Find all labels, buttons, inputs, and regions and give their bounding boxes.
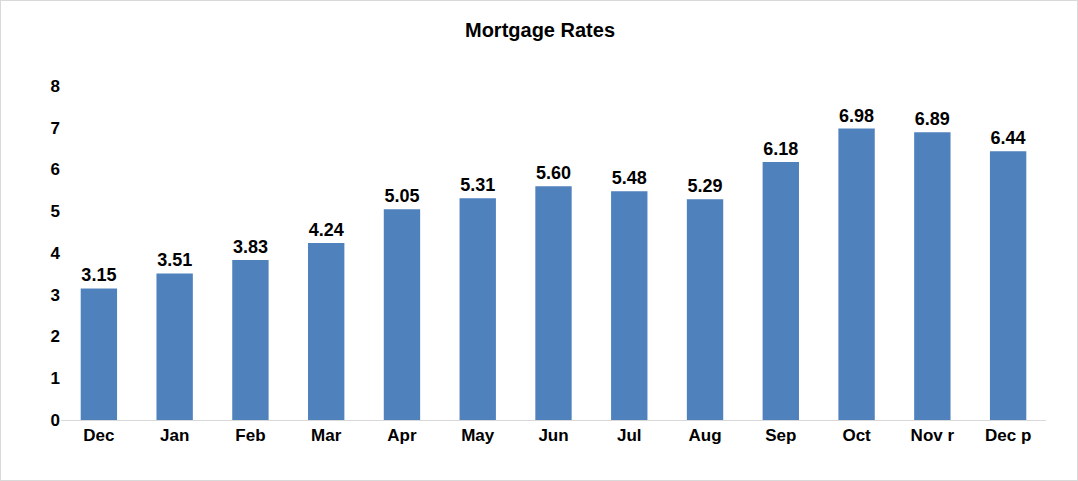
svg-text:0: 0 bbox=[51, 411, 60, 430]
svg-text:6.18: 6.18 bbox=[763, 139, 798, 159]
svg-text:Dec: Dec bbox=[83, 426, 114, 445]
svg-text:3.15: 3.15 bbox=[81, 265, 116, 285]
svg-text:1: 1 bbox=[51, 369, 60, 388]
svg-text:Jul: Jul bbox=[617, 426, 642, 445]
svg-text:5.29: 5.29 bbox=[688, 176, 723, 196]
svg-text:6.44: 6.44 bbox=[991, 128, 1026, 148]
svg-text:Nov r: Nov r bbox=[911, 426, 955, 445]
svg-text:Apr: Apr bbox=[387, 426, 417, 445]
svg-text:5: 5 bbox=[51, 202, 60, 221]
svg-text:Feb: Feb bbox=[235, 426, 265, 445]
svg-text:Oct: Oct bbox=[842, 426, 871, 445]
svg-text:5.60: 5.60 bbox=[536, 163, 571, 183]
svg-text:Sep: Sep bbox=[765, 426, 796, 445]
svg-text:3.51: 3.51 bbox=[157, 250, 192, 270]
svg-text:2: 2 bbox=[51, 327, 60, 346]
svg-text:Aug: Aug bbox=[689, 426, 722, 445]
svg-text:8: 8 bbox=[51, 77, 60, 96]
svg-text:6.98: 6.98 bbox=[839, 106, 874, 126]
svg-text:4: 4 bbox=[51, 244, 61, 263]
svg-text:May: May bbox=[461, 426, 495, 445]
svg-text:3: 3 bbox=[51, 286, 60, 305]
svg-text:7: 7 bbox=[51, 119, 60, 138]
svg-text:5.05: 5.05 bbox=[384, 186, 419, 206]
svg-text:Jun: Jun bbox=[538, 426, 568, 445]
svg-text:Mar: Mar bbox=[311, 426, 342, 445]
svg-text:Mortgage Rates: Mortgage Rates bbox=[465, 19, 615, 41]
svg-text:6.89: 6.89 bbox=[915, 109, 950, 129]
svg-text:5.31: 5.31 bbox=[460, 175, 495, 195]
svg-text:3.83: 3.83 bbox=[233, 237, 268, 257]
svg-text:4.24: 4.24 bbox=[309, 220, 344, 240]
svg-text:6: 6 bbox=[51, 160, 60, 179]
svg-text:Dec p: Dec p bbox=[985, 426, 1031, 445]
svg-text:Jan: Jan bbox=[160, 426, 189, 445]
svg-text:5.48: 5.48 bbox=[612, 168, 647, 188]
